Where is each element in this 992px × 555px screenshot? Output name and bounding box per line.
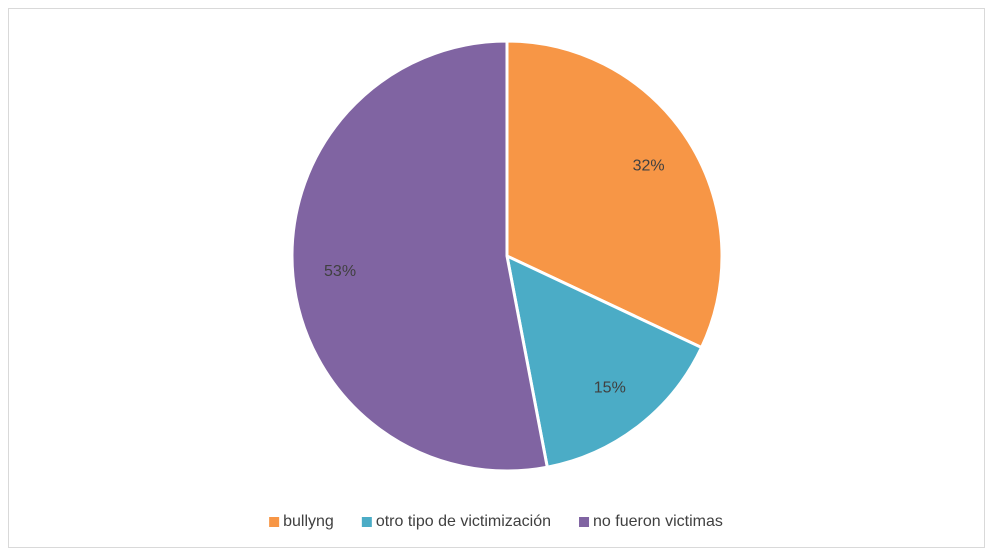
- legend-label: no fueron victimas: [593, 513, 723, 530]
- pie-slice: [504, 253, 704, 469]
- data-label: 32%: [633, 157, 665, 174]
- data-label: 15%: [594, 380, 626, 397]
- data-label: 53%: [324, 263, 356, 280]
- legend-swatch: [269, 517, 280, 527]
- legend-label: bullyng: [283, 513, 334, 530]
- pie-slice: [290, 39, 550, 473]
- legend-label: otro tipo de victimización: [376, 513, 551, 530]
- pie-slice: [505, 39, 724, 350]
- legend-swatch: [579, 517, 590, 527]
- legend-swatch: [361, 517, 372, 527]
